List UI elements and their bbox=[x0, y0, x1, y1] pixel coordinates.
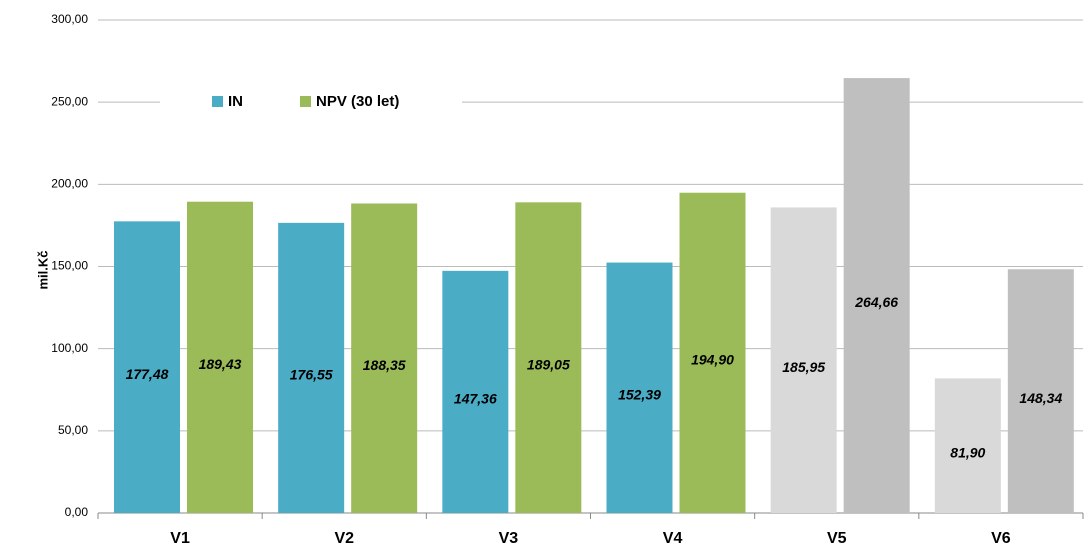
value-label: 189,05 bbox=[527, 356, 570, 372]
legend-swatch bbox=[212, 96, 223, 107]
bar bbox=[187, 201, 253, 513]
value-label: 194,90 bbox=[691, 352, 734, 368]
value-label: 189,43 bbox=[199, 356, 242, 372]
legend-label: IN bbox=[228, 93, 243, 110]
value-label: 81,90 bbox=[950, 444, 985, 460]
x-tick-label: V2 bbox=[334, 530, 354, 547]
value-label: 147,36 bbox=[454, 391, 497, 407]
value-label: 148,34 bbox=[1019, 390, 1062, 406]
x-tick-label: V3 bbox=[499, 530, 519, 547]
value-label: 152,39 bbox=[618, 386, 661, 402]
bar bbox=[351, 203, 418, 514]
value-label: 185,95 bbox=[782, 359, 825, 375]
bar bbox=[515, 202, 582, 514]
y-tick-label: 50,00 bbox=[58, 423, 88, 437]
bar bbox=[606, 262, 673, 513]
bar bbox=[278, 222, 345, 513]
y-tick-label: 150,00 bbox=[51, 259, 88, 273]
x-tick-label: V6 bbox=[991, 530, 1011, 547]
bar bbox=[1007, 269, 1074, 513]
y-tick-label: 200,00 bbox=[51, 177, 88, 191]
value-label: 176,55 bbox=[290, 367, 333, 383]
x-tick-label: V4 bbox=[663, 530, 683, 547]
bar bbox=[770, 207, 837, 513]
bar bbox=[843, 78, 910, 513]
y-tick-label: 100,00 bbox=[51, 341, 88, 355]
y-tick-label: 0,00 bbox=[65, 505, 89, 519]
legend-swatch bbox=[300, 96, 311, 107]
bar bbox=[934, 378, 1001, 513]
bar bbox=[442, 270, 509, 513]
y-tick-label: 300,00 bbox=[51, 12, 88, 26]
value-label: 264,66 bbox=[854, 294, 898, 310]
value-label: 188,35 bbox=[363, 357, 406, 373]
bar bbox=[679, 192, 746, 513]
y-axis-title: mil.Kč bbox=[35, 250, 50, 289]
x-tick-label: V1 bbox=[170, 530, 190, 547]
x-tick-label: V5 bbox=[827, 530, 847, 547]
y-tick-label: 250,00 bbox=[51, 94, 88, 108]
legend-label: NPV (30 let) bbox=[316, 93, 399, 110]
value-label: 177,48 bbox=[126, 366, 169, 382]
bar bbox=[114, 221, 180, 514]
